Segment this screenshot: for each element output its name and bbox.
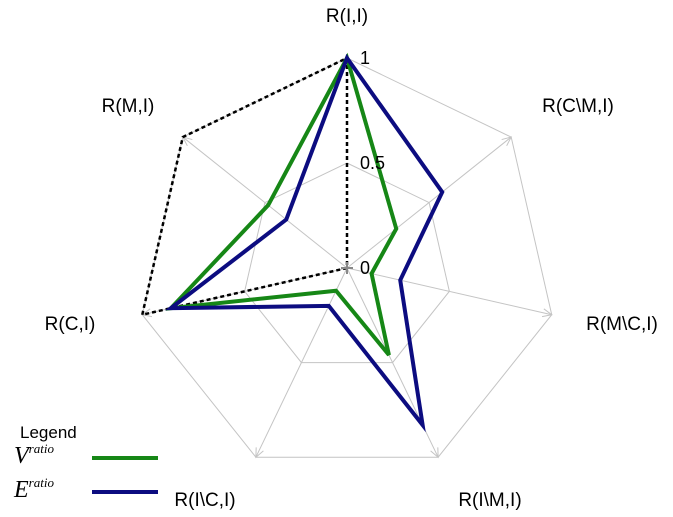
series-vratio <box>165 52 399 357</box>
spoke-r-m-c-i <box>346 267 552 316</box>
radar-series <box>140 52 445 433</box>
spoke-r-i-c-i <box>255 267 348 458</box>
axis-labels: R(I,I) R(C\M,I) R(M\C,I) R(I\M,I) R(I\C,I) R(… <box>45 6 658 511</box>
center-marker <box>341 262 353 274</box>
legend-symbol-v-base: V <box>14 443 31 469</box>
spoke-arrow-r-m-c-i <box>541 308 553 318</box>
legend: Legend Vratio Eratio <box>13 423 158 503</box>
axis-label-r-m-i: R(M,I) <box>102 96 155 117</box>
spoke-arrow-r-i-m-i <box>430 447 439 459</box>
axis-label-r-i-i: R(I,I) <box>326 6 368 27</box>
axis-label-r-i-c-i: R(I\C,I) <box>174 490 235 511</box>
axis-label-r-c-i: R(C,I) <box>45 314 96 335</box>
axis-label-r-i-m-i: R(I\M,I) <box>458 490 521 511</box>
tick-label-0-5: 0.5 <box>360 153 385 173</box>
spoke-r-m-i <box>182 136 348 269</box>
spoke-r-c-m-i <box>346 136 512 269</box>
spoke-arrow-r-i-c-i <box>255 447 264 459</box>
tick-label-1: 1 <box>360 48 370 68</box>
tick-labels: 00.51 <box>360 48 385 278</box>
axis-label-r-c-m-i: R(C\M,I) <box>542 96 614 117</box>
legend-symbol-v: Vratio <box>14 441 54 469</box>
legend-item-vratio: Vratio <box>14 441 158 469</box>
tick-label-0: 0 <box>360 258 370 278</box>
legend-symbol-v-sup: ratio <box>29 441 55 456</box>
axis-label-r-m-c-i: R(M\C,I) <box>586 314 658 335</box>
series-eratio <box>164 53 445 433</box>
legend-symbol-e-sup: ratio <box>29 475 55 490</box>
grid-ring-1 <box>141 57 553 458</box>
spoke-arrow-r-c-m-i <box>501 136 513 147</box>
legend-symbol-e-base: E <box>13 477 29 503</box>
series-reference-dotted <box>140 56 349 317</box>
legend-title: Legend <box>20 423 77 442</box>
legend-item-eratio: Eratio <box>13 475 158 503</box>
legend-symbol-e: Eratio <box>13 475 54 503</box>
grid-ring-0-5 <box>244 162 450 364</box>
